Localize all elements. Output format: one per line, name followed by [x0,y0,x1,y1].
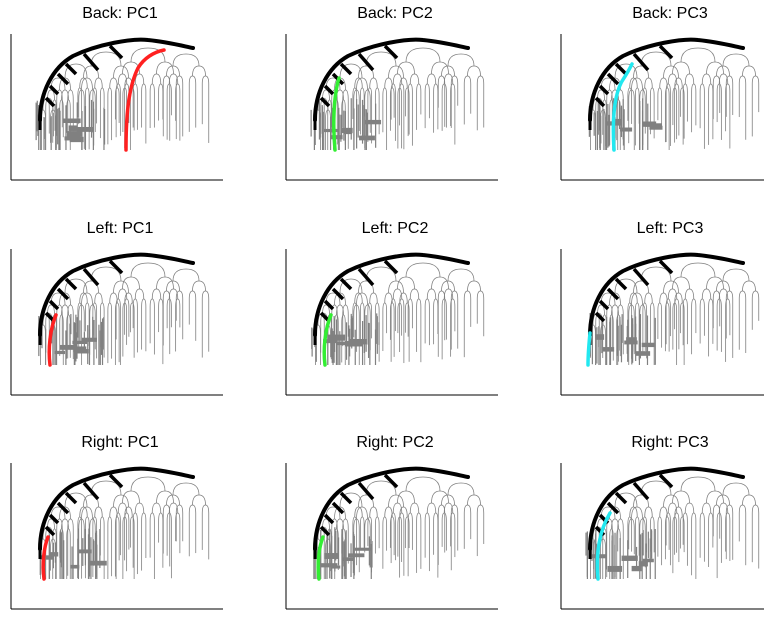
pc-path [595,511,612,581]
pc-path [124,48,166,152]
dendrogram [10,249,223,396]
panel-right-pc3: Right: PC3 [560,433,764,623]
tree-right [313,466,485,581]
panel-title: Right: PC3 [631,434,709,451]
panel-title: Left: PC3 [636,220,704,237]
panel-title: Back: PC2 [357,5,433,22]
dendrogram [10,34,223,181]
pc-path [586,331,592,367]
panel-right-pc2: Right: PC2 [285,433,505,623]
tree-right [38,466,210,581]
panel-title: Left: PC1 [86,220,154,237]
pc-path [611,62,634,152]
panel-title: Back: PC3 [632,5,708,22]
panel-back-pc3: Back: PC3 [560,4,764,194]
panel-title: Right: PC1 [81,434,159,451]
tree-left [311,252,485,367]
tree-back [588,37,760,152]
dendrogram [285,34,498,181]
tree-right [585,466,760,581]
panel-right-pc1: Right: PC1 [10,433,230,623]
pc-path [47,313,58,367]
tree-left [586,252,760,367]
pc-path [322,313,333,367]
pc-path [316,535,325,581]
panel-title: Back: PC1 [82,5,158,22]
panel-left-pc1: Left: PC1 [10,219,230,409]
panel-title: Right: PC2 [356,434,434,451]
panel-back-pc1: Back: PC1 [10,4,230,194]
pc-path [41,535,50,581]
dendrogram [560,249,764,396]
panel-back-pc2: Back: PC2 [285,4,505,194]
tree-back [310,37,485,152]
panel-left-pc2: Left: PC2 [285,219,505,409]
tree-back [35,37,210,152]
dendrogram [285,463,498,610]
panel-title: Left: PC2 [361,220,429,237]
dendrogram [10,463,223,610]
panel-left-pc3: Left: PC3 [560,219,764,409]
tree-left [38,252,210,367]
dendrogram [560,463,764,610]
dendrogram [285,249,498,396]
dendrogram [560,34,764,181]
pc-path [332,76,341,152]
